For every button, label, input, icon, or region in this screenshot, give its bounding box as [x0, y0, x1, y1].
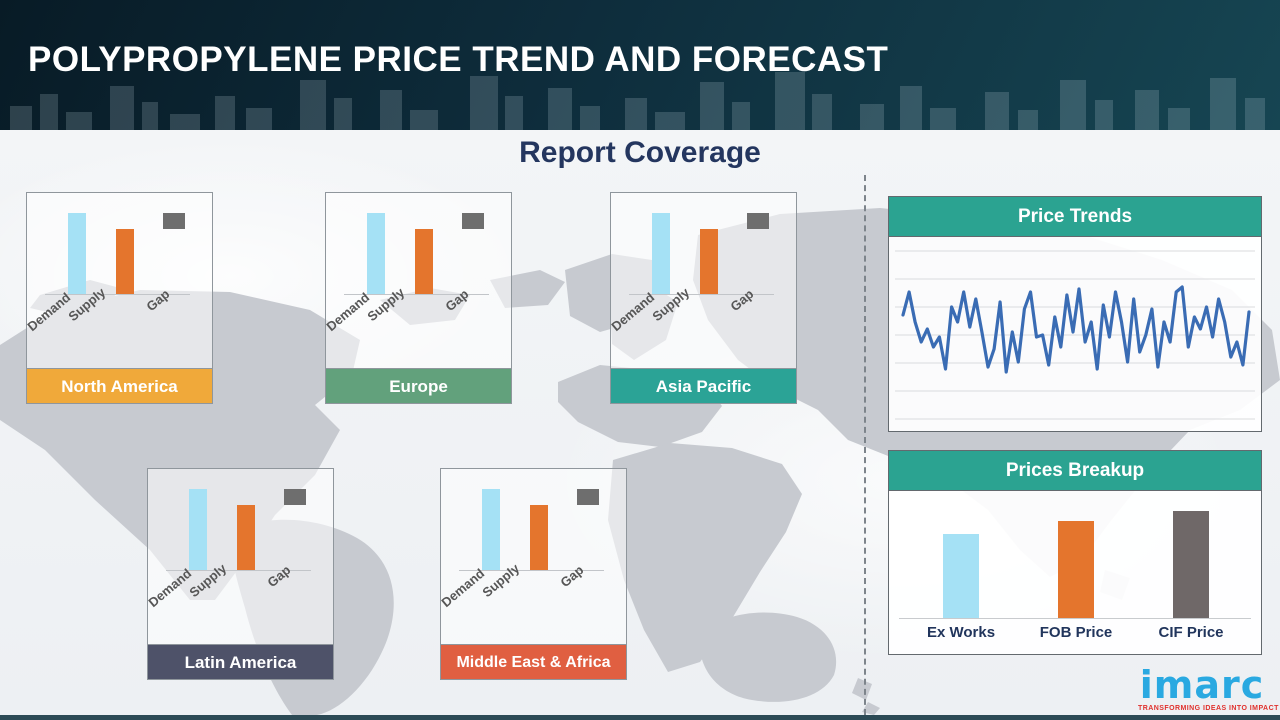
- region-label: Europe: [325, 368, 512, 404]
- bottom-accent-strip: [0, 715, 1280, 720]
- ex-works-bar: [943, 534, 979, 618]
- imarc-logo: imarc TRANSFORMING IDEAS INTO IMPACT: [1138, 663, 1279, 712]
- demand-bar: [68, 213, 86, 294]
- prices-breakup-chart: Ex Works FOB Price CIF Price: [889, 491, 1261, 654]
- chart-baseline: [166, 570, 311, 571]
- gap-axis-label: Gap: [264, 562, 294, 590]
- imarc-logo-word: imarc: [1139, 663, 1265, 707]
- gap-axis-label: Gap: [143, 286, 173, 314]
- demand-supply-gap-chart: Demand Supply Gap: [24, 193, 212, 369]
- price-trends-title: Price Trends: [889, 197, 1261, 237]
- region-label: North America: [26, 368, 213, 404]
- prices-breakup-panel: Prices Breakup Ex Works FOB Price CIF Pric…: [888, 450, 1262, 655]
- demand-supply-gap-chart: Demand Supply Gap: [608, 193, 796, 369]
- region-label: Asia Pacific: [610, 368, 797, 404]
- demand-bar: [652, 213, 670, 294]
- gap-block: [284, 489, 306, 505]
- bar-label: FOB Price: [1039, 624, 1113, 641]
- imarc-logo-tagline: TRANSFORMING IDEAS INTO IMPACT: [1138, 705, 1279, 712]
- supply-bar: [237, 505, 255, 570]
- vertical-dashed-divider: [864, 175, 866, 715]
- section-title: Report Coverage: [519, 136, 761, 169]
- cif-price-bar: [1173, 511, 1209, 618]
- gap-axis-label: Gap: [557, 562, 587, 590]
- chart-baseline: [344, 294, 489, 295]
- prices-breakup-title: Prices Breakup: [889, 451, 1261, 491]
- gap-block: [163, 213, 185, 229]
- demand-supply-gap-chart: Demand Supply Gap: [323, 193, 511, 369]
- region-label: Latin America: [147, 644, 334, 680]
- region-card-asia-pacific: Demand Supply Gap Asia Pacific: [608, 192, 797, 404]
- demand-bar: [367, 213, 385, 294]
- chart-baseline: [629, 294, 774, 295]
- region-card-north-america: Demand Supply Gap North America: [24, 192, 213, 404]
- page-title: POLYPROPYLENE PRICE TREND AND FORECAST: [28, 40, 889, 79]
- gap-axis-label: Gap: [442, 286, 472, 314]
- supply-bar: [116, 229, 134, 294]
- header-banner: POLYPROPYLENE PRICE TREND AND FORECAST: [0, 0, 1280, 130]
- demand-bar: [482, 489, 500, 570]
- fob-price-bar: [1058, 521, 1094, 618]
- demand-bar: [189, 489, 207, 570]
- bar-label: Ex Works: [926, 624, 996, 641]
- gap-block: [577, 489, 599, 505]
- demand-supply-gap-chart: Demand Supply Gap: [438, 469, 626, 645]
- chart-baseline: [899, 618, 1251, 619]
- bar-label: CIF Price: [1158, 624, 1224, 641]
- supply-bar: [415, 229, 433, 294]
- city-skyline-graphic: [10, 72, 1265, 130]
- region-label: Middle East & Africa: [440, 644, 627, 680]
- region-card-europe: Demand Supply Gap Europe: [323, 192, 512, 404]
- price-trends-chart: [889, 237, 1261, 431]
- gap-axis-label: Gap: [727, 286, 757, 314]
- region-card-middle-east-africa: Demand Supply Gap Middle East & Africa: [438, 468, 627, 680]
- demand-supply-gap-chart: Demand Supply Gap: [145, 469, 333, 645]
- region-card-latin-america: Demand Supply Gap Latin America: [145, 468, 334, 680]
- price-trend-line: [901, 285, 1251, 374]
- gap-block: [747, 213, 769, 229]
- supply-bar: [530, 505, 548, 570]
- supply-bar: [700, 229, 718, 294]
- chart-baseline: [459, 570, 604, 571]
- price-trends-panel: Price Trends: [888, 196, 1262, 432]
- chart-baseline: [45, 294, 190, 295]
- gap-block: [462, 213, 484, 229]
